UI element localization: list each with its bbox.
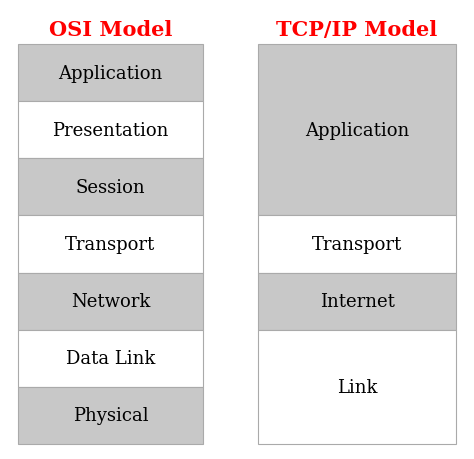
Text: Link: Link	[337, 378, 377, 396]
Text: Application: Application	[305, 122, 409, 140]
Bar	[18, 45, 203, 102]
Bar	[18, 387, 203, 444]
Bar	[258, 216, 456, 273]
Bar	[258, 45, 456, 216]
Bar	[258, 330, 456, 444]
Bar	[258, 273, 456, 330]
Text: Network: Network	[71, 292, 150, 310]
Text: TCP/IP Model: TCP/IP Model	[276, 20, 438, 40]
Text: Transport: Transport	[65, 235, 155, 253]
Text: Data Link: Data Link	[66, 349, 155, 368]
Bar	[18, 102, 203, 159]
Text: Presentation: Presentation	[52, 122, 169, 140]
Bar	[18, 273, 203, 330]
Bar	[18, 159, 203, 216]
Text: OSI Model: OSI Model	[49, 20, 172, 40]
Text: Transport: Transport	[312, 235, 402, 253]
Bar	[18, 216, 203, 273]
Bar	[18, 330, 203, 387]
Text: Internet: Internet	[319, 292, 394, 310]
Text: Physical: Physical	[73, 407, 148, 425]
Text: Session: Session	[76, 179, 146, 196]
Text: Application: Application	[58, 64, 163, 83]
